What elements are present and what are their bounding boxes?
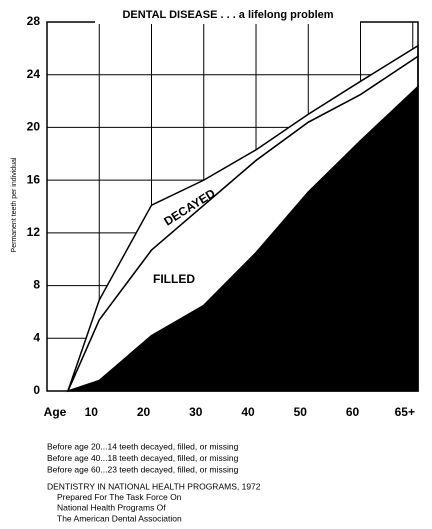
y-tick-label: 24 (27, 67, 41, 81)
source: National Health Programs Of (57, 503, 166, 513)
series-label: MISSING (240, 328, 291, 342)
y-tick-label: 12 (27, 225, 41, 239)
x-tick-label: 60 (346, 405, 360, 419)
x-tick-label: 10 (85, 405, 99, 419)
source: Prepared For The Task Force On (57, 492, 182, 502)
x-tick-label: 30 (189, 405, 203, 419)
note: Before age 60...23 teeth decayed, filled… (47, 464, 239, 474)
y-tick-label: 20 (27, 120, 41, 134)
x-tick-label: 20 (137, 405, 151, 419)
y-axis-label: Permanent teeth per individual (11, 157, 18, 252)
y-tick-label: 4 (33, 330, 40, 344)
series-label: FILLED (153, 272, 195, 286)
y-tick-label: 8 (33, 278, 40, 292)
x-tick-label: 40 (241, 405, 255, 419)
note: Before age 40...18 teeth decayed, filled… (47, 453, 239, 463)
note: Before age 20...14 teeth decayed, filled… (47, 441, 239, 451)
x-tick-label: 65+ (395, 405, 415, 419)
title-box (95, 6, 360, 24)
x-axis-label: Age (44, 405, 67, 419)
y-tick-label: 16 (27, 172, 41, 186)
x-tick-label: 50 (294, 405, 308, 419)
source: The American Dental Association (57, 513, 182, 523)
y-tick-label: 0 (33, 383, 40, 397)
y-tick-label: 28 (27, 14, 41, 28)
source: DENTISTRY IN NATIONAL HEALTH PROGRAMS, 1… (47, 481, 261, 491)
chart-title: DENTAL DISEASE . . . a lifelong problem (122, 9, 333, 21)
